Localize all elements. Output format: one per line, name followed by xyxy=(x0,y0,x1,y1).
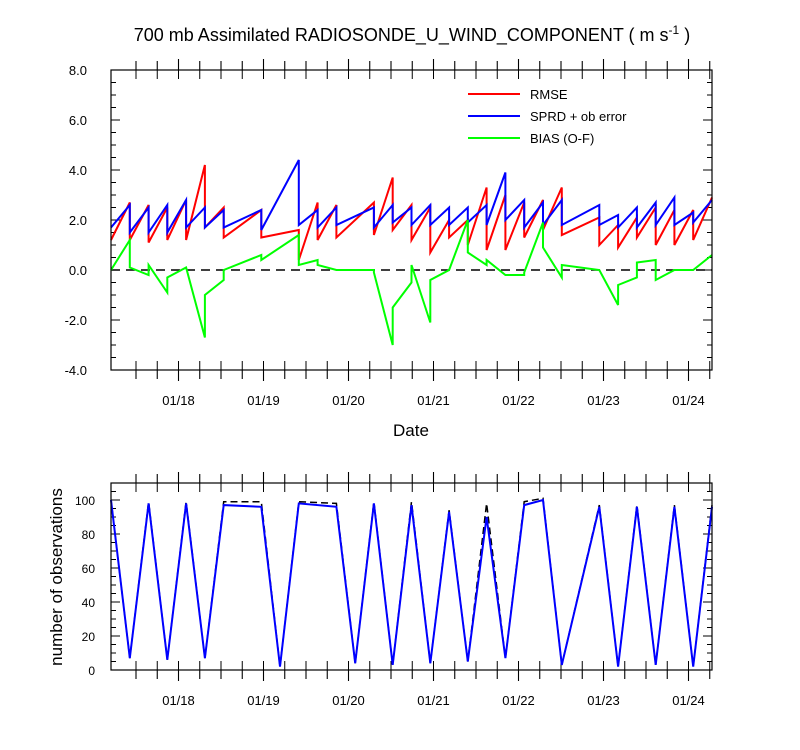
top-y-tick-label: -4.0 xyxy=(65,363,87,378)
top-plot-frame xyxy=(110,69,713,371)
bottom-x-tick-labels: 01/18 01/19 01/20 01/21 01/22 01/23 01/24 xyxy=(162,693,705,708)
top-x-tick-label: 01/18 xyxy=(162,393,195,408)
top-x-tick-label: 01/21 xyxy=(417,393,450,408)
bottom-y-tick-label: 100 xyxy=(75,494,95,508)
legend: RMSE SPRD + ob error BIAS (O-F) xyxy=(468,87,627,146)
bottom-panel-ticks xyxy=(111,472,712,681)
top-y-tick-label: -2.0 xyxy=(65,313,87,328)
bottom-y-tick-label: 20 xyxy=(82,630,96,644)
bottom-y-tick-label: 60 xyxy=(82,562,96,576)
top-y-tick-labels: -4.0 -2.0 0.0 2.0 4.0 6.0 8.0 xyxy=(65,63,87,378)
bottom-x-tick-label: 01/19 xyxy=(247,693,280,708)
top-x-tick-label: 01/23 xyxy=(587,393,620,408)
legend-entry: RMSE xyxy=(530,87,568,102)
series-line-sprd-ob-error xyxy=(110,159,713,237)
top-x-tick-label: 01/24 xyxy=(672,393,705,408)
top-y-tick-label: 0.0 xyxy=(69,263,87,278)
legend-entry: BIAS (O-F) xyxy=(530,131,594,146)
bottom-y-tick-labels: 0 20 40 60 80 100 xyxy=(75,494,95,678)
top-y-tick-label: 2.0 xyxy=(69,213,87,228)
top-y-tick-label: 8.0 xyxy=(69,63,87,78)
bottom-x-tick-label: 01/24 xyxy=(672,693,705,708)
top-y-tick-label: 4.0 xyxy=(69,163,87,178)
bottom-y-tick-label: 80 xyxy=(82,528,96,542)
bottom-x-tick-label: 01/22 xyxy=(502,693,535,708)
chart-title-superscript: -1 xyxy=(669,23,680,37)
top-x-tick-labels: 01/18 01/19 01/20 01/21 01/22 01/23 01/24 xyxy=(162,393,705,408)
bottom-y-tick-label: 0 xyxy=(88,664,95,678)
chart-title: 700 mb Assimilated RADIOSONDE_U_WIND_COM… xyxy=(134,23,690,46)
bottom-panel-series xyxy=(110,497,713,667)
chart-title-end: ) xyxy=(679,25,690,45)
chart-title-main: 700 mb Assimilated RADIOSONDE_U_WIND_COM… xyxy=(134,25,669,46)
top-panel: -4.0-2.00.02.04.06.08.0 01/18 01/19 01/20 0… xyxy=(65,59,713,440)
obs-count-solid-line xyxy=(110,498,713,667)
top-panel-series xyxy=(110,159,713,346)
bottom-plot-frame xyxy=(110,482,713,671)
top-y-tick-label: 6.0 xyxy=(69,113,87,128)
series-line-bias-o-f xyxy=(110,219,713,346)
top-x-tick-label: 01/19 xyxy=(247,393,280,408)
bottom-y-tick-label: 40 xyxy=(82,596,96,610)
top-x-axis-label: Date xyxy=(393,421,429,440)
bottom-y-axis-label: number of observations xyxy=(47,488,66,666)
top-x-tick-label: 01/22 xyxy=(502,393,535,408)
bottom-x-tick-label: 01/20 xyxy=(332,693,365,708)
legend-entry: SPRD + ob error xyxy=(530,109,627,124)
top-x-tick-label: 01/20 xyxy=(332,393,365,408)
series-line-rmse xyxy=(110,164,713,261)
bottom-x-tick-label: 01/18 xyxy=(162,693,195,708)
bottom-x-tick-label: 01/23 xyxy=(587,693,620,708)
bottom-x-tick-label: 01/21 xyxy=(417,693,450,708)
